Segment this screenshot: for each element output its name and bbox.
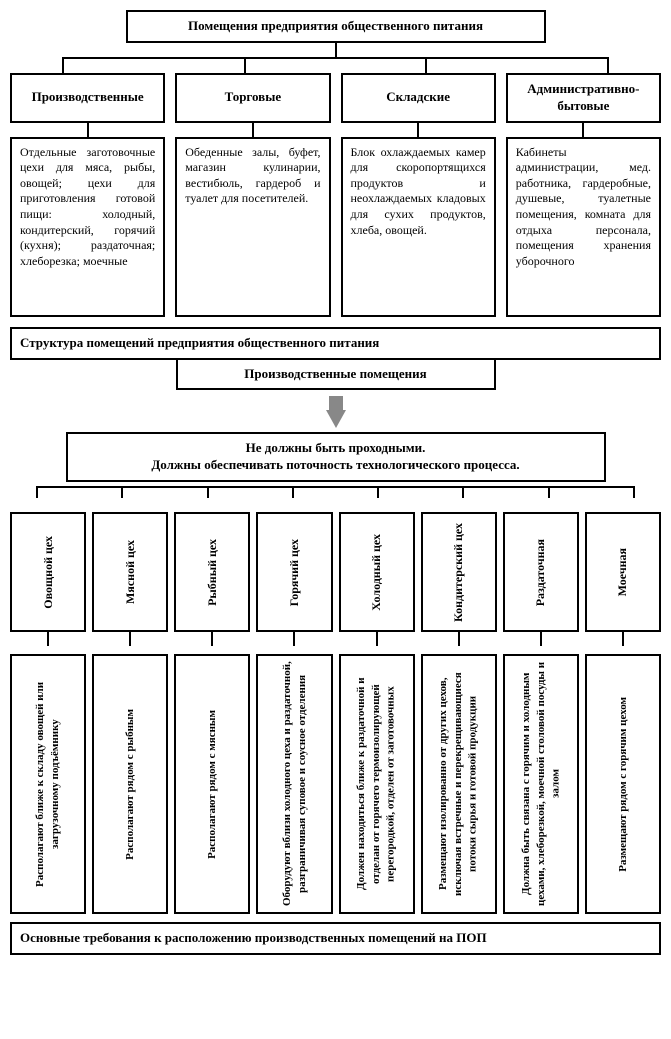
wdesc-hot: Оборудуют вблизи холодного цеха и раздат… bbox=[256, 654, 332, 914]
connector bbox=[335, 43, 337, 57]
wdesc-veg: Располагают ближе к складу овощей или за… bbox=[10, 654, 86, 914]
prod-rooms-title: Производственные помещения bbox=[176, 358, 496, 391]
wdesc-fish: Располагают рядом с мясным bbox=[174, 654, 250, 914]
bottom-title: Основные требования к расположению произ… bbox=[10, 922, 661, 955]
wdesc-serving: Должна быть связана с горячим и холодным… bbox=[503, 654, 579, 914]
structure-title: Структура помещений предприятия обществе… bbox=[10, 327, 661, 360]
cat-admin: Административно-бытовые bbox=[506, 73, 661, 123]
cat-production: Производственные bbox=[10, 73, 165, 123]
workshop-cold: Холодный цех bbox=[339, 512, 415, 632]
cat-storage: Складские bbox=[341, 73, 496, 123]
workshop-pastry: Кондитерский цех bbox=[421, 512, 497, 632]
desc-trade: Обеденные залы, буфет, магазин кулинарии… bbox=[175, 137, 330, 317]
wdesc-cold: Должен находиться ближе к раздаточной и … bbox=[339, 654, 415, 914]
workshop-serving: Раздаточная bbox=[503, 512, 579, 632]
arrow-down bbox=[10, 396, 661, 428]
desc-admin: Кабинеты администрации, мед. работника, … bbox=[506, 137, 661, 317]
cat-trade: Торговые bbox=[175, 73, 330, 123]
workshop-wash: Моечная bbox=[585, 512, 661, 632]
wdesc-wash: Размещают рядом с горячим цехом bbox=[585, 654, 661, 914]
workshop-meat: Мясной цех bbox=[92, 512, 168, 632]
desc-production: Отдельные заготовочные цехи для мяса, ры… bbox=[10, 137, 165, 317]
workshop-veg: Овощной цех bbox=[10, 512, 86, 632]
top-title: Помещения предприятия общественного пита… bbox=[126, 10, 546, 43]
categories-row: Производственные Торговые Складские Адми… bbox=[10, 73, 661, 123]
requirements-box: Не должны быть проходными. Должны обеспе… bbox=[66, 432, 606, 482]
workshop-fish: Рыбный цех bbox=[174, 512, 250, 632]
workshop-hot: Горячий цех bbox=[256, 512, 332, 632]
workshops-row: Овощной цех Мясной цех Рыбный цех Горячи… bbox=[10, 512, 661, 632]
desc-storage: Блок охлаждаемых камер для скоропортящих… bbox=[341, 137, 496, 317]
workshop-desc-row: Располагают ближе к складу овощей или за… bbox=[10, 654, 661, 914]
wdesc-pastry: Размещают изолированно от других цехов, … bbox=[421, 654, 497, 914]
descriptions-row: Отдельные заготовочные цехи для мяса, ры… bbox=[10, 137, 661, 317]
wdesc-meat: Располагают рядом с рыбным bbox=[92, 654, 168, 914]
